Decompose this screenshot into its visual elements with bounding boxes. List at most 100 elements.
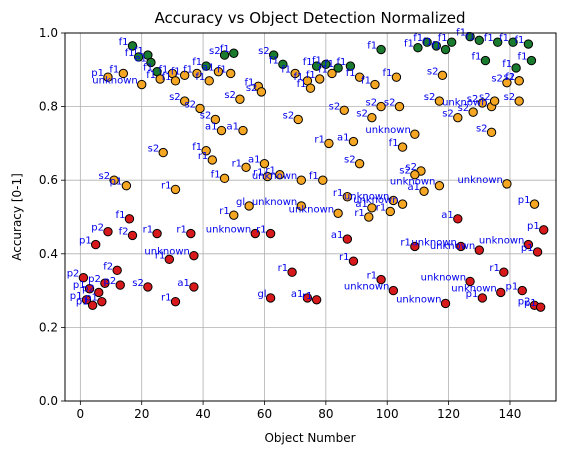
data-point-label: s2 xyxy=(200,110,212,121)
data-point-label: s2 xyxy=(344,155,356,166)
data-point-label: s2 xyxy=(504,72,516,83)
data-point xyxy=(208,156,216,164)
data-point xyxy=(487,128,495,136)
data-point-label: a1 xyxy=(331,230,344,241)
data-point xyxy=(469,108,477,116)
data-point xyxy=(125,215,133,223)
data-point-label: s2 xyxy=(491,74,503,85)
data-point-label: a1 xyxy=(202,63,215,74)
data-point xyxy=(527,56,535,64)
data-point-label: r1 xyxy=(278,263,288,274)
data-point xyxy=(365,213,373,221)
y-axis-label: Accuracy [0-1] xyxy=(10,173,24,261)
data-point xyxy=(266,229,274,237)
data-point-label: f1 xyxy=(119,37,129,48)
data-point-label: p2 xyxy=(91,223,104,234)
data-point xyxy=(159,148,167,156)
y-tick-label: 1.0 xyxy=(39,26,58,40)
data-point-label: r1 xyxy=(367,271,377,282)
data-point xyxy=(435,182,443,190)
data-point xyxy=(220,174,228,182)
data-point-label: unknown xyxy=(457,175,502,186)
data-point-label: p1 xyxy=(79,236,92,247)
y-tick-label: 0.8 xyxy=(39,100,58,114)
data-point xyxy=(144,283,152,291)
data-point-label: unknown xyxy=(206,225,251,236)
data-point xyxy=(414,44,422,52)
data-point-label: s2 xyxy=(476,123,488,134)
data-point xyxy=(343,235,351,243)
data-point-label: r1 xyxy=(256,225,266,236)
data-point xyxy=(334,209,342,217)
data-point xyxy=(377,45,385,53)
data-point-label: r1 xyxy=(489,263,499,274)
data-point-label: f1 xyxy=(192,57,202,68)
x-axis-label: Object Number xyxy=(264,431,355,445)
data-point xyxy=(288,268,296,276)
data-point-label: r1 xyxy=(314,134,324,145)
x-tick-label: 140 xyxy=(499,407,522,421)
data-point-label: s2 xyxy=(427,66,439,77)
x-tick-label: 60 xyxy=(257,407,272,421)
data-point xyxy=(104,228,112,236)
data-point xyxy=(395,102,403,110)
data-point-label: unknown xyxy=(390,177,435,188)
data-point-label: f2 xyxy=(119,226,129,237)
data-point xyxy=(515,77,523,85)
data-point xyxy=(441,45,449,53)
data-point-label: p1 xyxy=(76,296,89,307)
data-point-label: s2 xyxy=(384,98,396,109)
data-point-label: s2 xyxy=(169,92,181,103)
data-point-label: f1 xyxy=(211,169,221,180)
data-point-label: s2 xyxy=(184,99,196,110)
data-point-label: unknown xyxy=(344,282,389,293)
data-point xyxy=(227,69,235,77)
data-point xyxy=(438,71,446,79)
data-point-label: f1 xyxy=(499,33,509,44)
data-point-label: f1 xyxy=(306,70,316,81)
data-point-label: r1 xyxy=(302,291,312,302)
data-point xyxy=(392,73,400,81)
data-point xyxy=(420,187,428,195)
data-point xyxy=(91,240,99,248)
data-point-label: s2 xyxy=(329,101,341,112)
point-label-layer: f1f1 f1e1f1f1s2 f1 s2f1 f1 f1 f1 f1f1 f1f1 f1 f1f1… xyxy=(67,28,540,309)
data-point xyxy=(533,248,541,256)
data-point xyxy=(230,49,238,57)
data-point xyxy=(217,126,225,134)
data-point xyxy=(266,294,274,302)
data-point-label: f1 xyxy=(346,68,356,79)
data-point xyxy=(454,113,462,121)
data-point xyxy=(411,130,419,138)
x-tick-label: 80 xyxy=(318,407,333,421)
data-point xyxy=(368,113,376,121)
data-point xyxy=(171,297,179,305)
data-point xyxy=(475,246,483,254)
data-point xyxy=(355,159,363,167)
data-point xyxy=(319,176,327,184)
data-point-label: f1 xyxy=(438,33,448,44)
data-point xyxy=(441,299,449,307)
data-point-label: p1 xyxy=(506,282,519,293)
data-point xyxy=(515,97,523,105)
data-point-label: f1 xyxy=(109,64,119,75)
data-point-label: r1 xyxy=(333,188,343,199)
data-point-label: unknown xyxy=(144,247,189,258)
data-point-label: r1 xyxy=(400,237,410,248)
data-point xyxy=(153,229,161,237)
data-point xyxy=(328,69,336,77)
data-point xyxy=(98,297,106,305)
data-point-label: r1 xyxy=(232,158,242,169)
data-point-label: a1 xyxy=(177,278,190,289)
data-point xyxy=(503,180,511,188)
y-tick-label: 0.0 xyxy=(39,394,58,408)
data-point-label: r1 xyxy=(161,293,171,304)
data-point-label: f1 xyxy=(220,44,230,55)
data-point xyxy=(312,296,320,304)
data-point-label: s2 xyxy=(442,109,454,120)
x-tick-label: 100 xyxy=(376,407,399,421)
data-point-label: r1 xyxy=(155,250,165,261)
data-point-label: f1 xyxy=(484,33,494,44)
data-point-label: unknown xyxy=(365,125,410,136)
data-point-label: s2 xyxy=(224,90,236,101)
